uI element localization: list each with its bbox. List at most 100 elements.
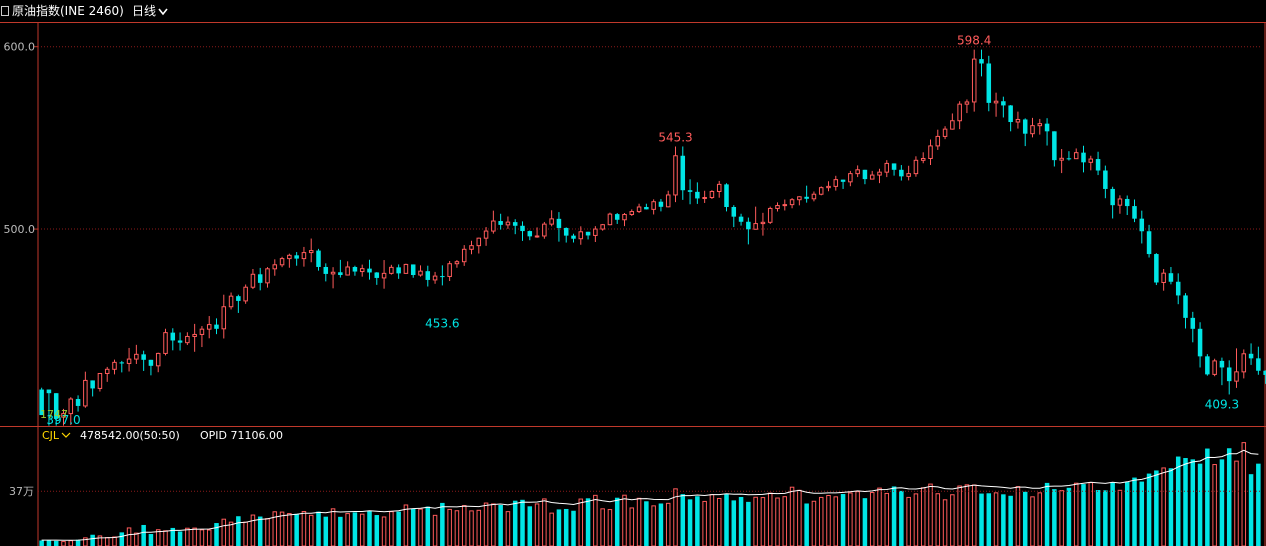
candle-body bbox=[1001, 101, 1006, 106]
candle-body bbox=[1030, 125, 1035, 135]
candle-body bbox=[1022, 119, 1028, 134]
candle-body bbox=[155, 352, 161, 367]
candle-body bbox=[971, 58, 977, 103]
volume-bar bbox=[338, 516, 343, 546]
candle-body bbox=[323, 266, 329, 274]
price-annotation: 598.4 bbox=[957, 34, 991, 48]
candle-body bbox=[287, 254, 292, 260]
candle-body bbox=[272, 264, 278, 270]
volume-bar bbox=[542, 498, 547, 546]
candle-body bbox=[418, 270, 423, 276]
volume-bar bbox=[782, 496, 788, 546]
chevron-down-icon[interactable] bbox=[61, 432, 71, 438]
candle-body bbox=[1059, 157, 1064, 161]
candle-body bbox=[702, 197, 707, 200]
candle-body bbox=[1015, 118, 1021, 123]
candle-body bbox=[527, 231, 533, 237]
period-selector[interactable]: 日线 bbox=[132, 0, 168, 22]
volume-bar bbox=[913, 493, 919, 546]
volume-bar bbox=[877, 487, 882, 546]
volume-bar bbox=[840, 494, 846, 546]
candle-body bbox=[126, 358, 132, 364]
volume-bar bbox=[389, 511, 394, 546]
opid-line bbox=[41, 449, 1259, 541]
volume-bar bbox=[607, 509, 613, 546]
volume-bar bbox=[549, 512, 554, 546]
candle-body bbox=[950, 120, 955, 130]
volume-bar bbox=[461, 505, 467, 546]
candle-body bbox=[607, 213, 613, 226]
candle-body bbox=[1073, 152, 1079, 160]
window-icon[interactable] bbox=[1, 6, 9, 16]
candle-body bbox=[1117, 198, 1123, 206]
candle-body bbox=[520, 225, 525, 232]
candle-body bbox=[753, 223, 758, 230]
volume-bar bbox=[199, 529, 205, 546]
candle-body bbox=[440, 276, 445, 278]
volume-bar bbox=[1059, 490, 1064, 546]
candle-body bbox=[75, 399, 81, 406]
volume-bar bbox=[1044, 482, 1050, 546]
volume-bar bbox=[1008, 495, 1013, 546]
candle-body bbox=[170, 332, 176, 341]
volume-bar bbox=[104, 537, 110, 546]
volume-bar bbox=[512, 500, 518, 546]
candle-body bbox=[134, 353, 139, 360]
volume-bar bbox=[673, 488, 678, 546]
volume-bar bbox=[359, 513, 365, 546]
candle-body bbox=[1161, 272, 1166, 283]
volume-bar bbox=[928, 483, 933, 546]
candle-body bbox=[53, 393, 59, 419]
candle-body bbox=[709, 190, 715, 199]
candle-body bbox=[979, 59, 984, 64]
volume-bar bbox=[505, 511, 511, 546]
volume-bar bbox=[920, 487, 926, 546]
volume-bar bbox=[1146, 473, 1152, 546]
indicator-name: CJL bbox=[42, 429, 60, 442]
candle-body bbox=[1197, 328, 1203, 357]
candle-body bbox=[483, 230, 489, 239]
volume-bar bbox=[1052, 489, 1057, 546]
candle-body bbox=[833, 179, 839, 187]
candle-body bbox=[505, 221, 511, 226]
volume-bar bbox=[593, 494, 598, 546]
candle-body bbox=[731, 206, 737, 217]
candle-body bbox=[221, 306, 227, 330]
candle-body bbox=[542, 223, 547, 237]
candle-body bbox=[265, 268, 270, 284]
candle-body bbox=[811, 193, 817, 200]
candle-body bbox=[1132, 206, 1137, 219]
volume-bar bbox=[724, 494, 729, 546]
volume-bar bbox=[585, 498, 591, 546]
candle-body bbox=[899, 169, 904, 177]
volume-bar bbox=[1022, 491, 1028, 546]
kline-chart[interactable]: 500.0 600.0 37万 CJL 478542.00(50:50) OPID 7… bbox=[0, 23, 1266, 546]
volume-bar bbox=[556, 509, 562, 546]
volume-bar bbox=[789, 486, 795, 546]
candle-body bbox=[294, 255, 299, 259]
candle-body bbox=[1234, 371, 1239, 382]
instrument-title: 原油指数(INE 2460) bbox=[12, 4, 124, 18]
volume-bar bbox=[993, 492, 999, 546]
volume-bar bbox=[1117, 489, 1123, 546]
volume-bar bbox=[665, 502, 671, 546]
volume-bar bbox=[1212, 464, 1217, 546]
volume-bar bbox=[447, 508, 452, 546]
candle-body bbox=[257, 274, 263, 283]
candle-body bbox=[789, 199, 795, 206]
volume-bar bbox=[746, 501, 751, 546]
volume-bar bbox=[1095, 490, 1101, 546]
candle-body bbox=[695, 191, 700, 199]
candle-body bbox=[1146, 231, 1152, 255]
volume-bar bbox=[498, 504, 503, 546]
candle-body bbox=[782, 204, 788, 207]
candle-body bbox=[1226, 367, 1232, 382]
volume-bar bbox=[636, 497, 642, 546]
candle-body bbox=[935, 135, 941, 147]
volume-bar bbox=[163, 530, 168, 546]
candle-body bbox=[891, 163, 897, 170]
volume-bar bbox=[855, 491, 860, 546]
volume-bar bbox=[345, 513, 350, 546]
volume-bar bbox=[753, 496, 758, 546]
price-tick-label: 600.0 bbox=[4, 41, 36, 54]
